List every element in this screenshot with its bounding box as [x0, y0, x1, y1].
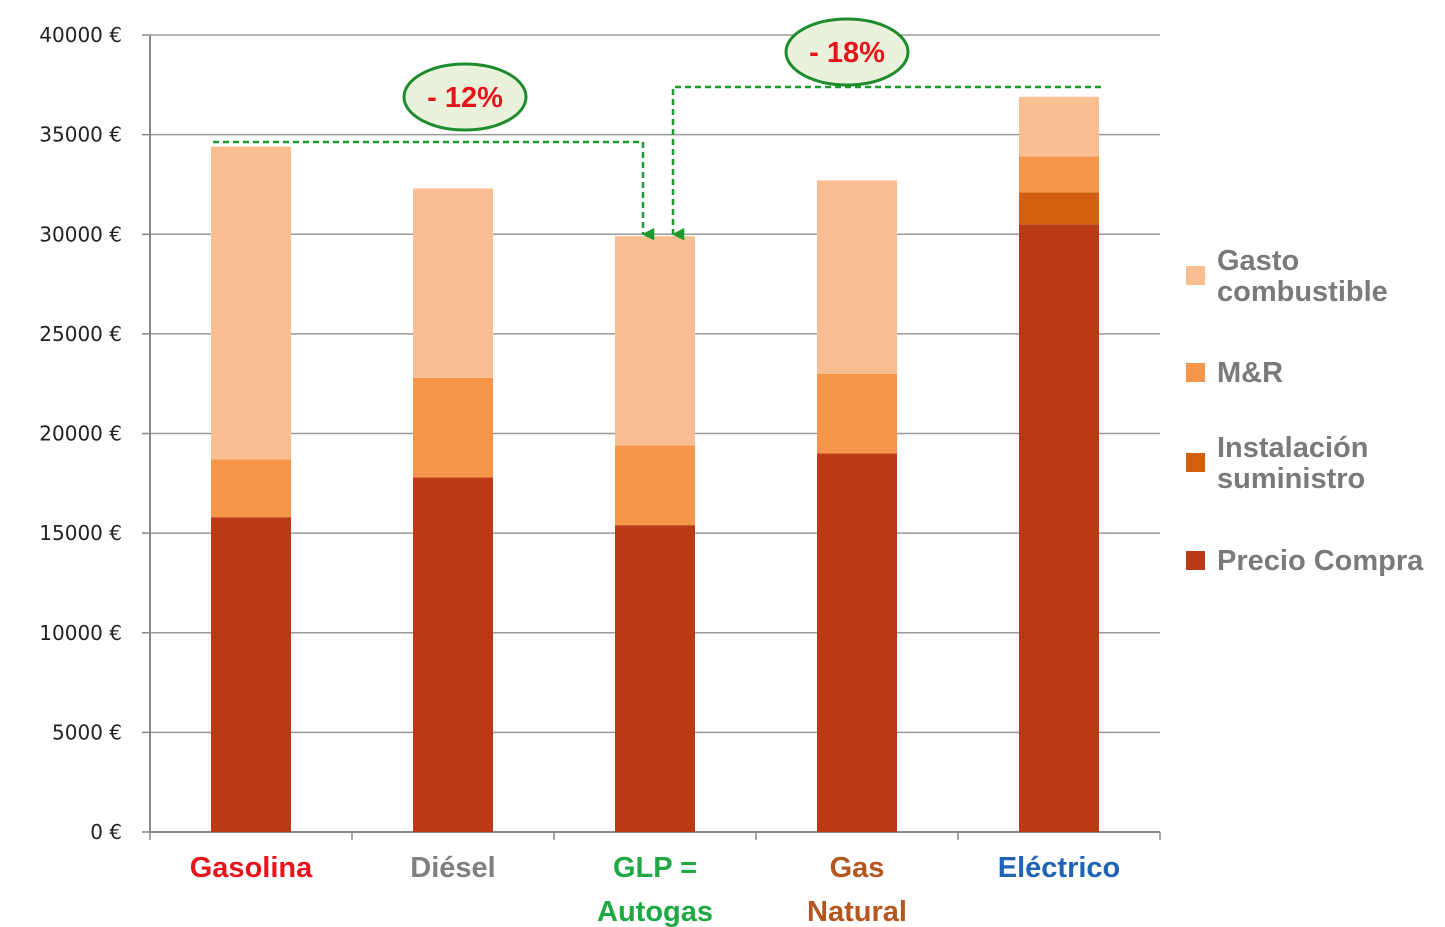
y-tick-label: 0 € — [90, 820, 122, 844]
bar-electrico-precio-compra — [1019, 224, 1099, 833]
bar-electrico-gasto-combustible — [1019, 96, 1099, 157]
y-tick-label: 40000 € — [39, 23, 122, 47]
bar-diesel-gasto-combustible — [413, 188, 493, 378]
bar-gas-natural-m-r — [817, 373, 897, 454]
annotation-label-1: - 12% — [427, 82, 503, 114]
bar-gasolina-m-r — [211, 459, 291, 518]
bar-glp-autogas-precio-compra — [615, 525, 695, 832]
legend-label-m-r: M&R — [1217, 357, 1283, 389]
bar-gas-natural-gasto-combustible — [817, 180, 897, 374]
legend-swatch-precio-compra — [1186, 551, 1205, 570]
legend-swatch-gasto-combustible — [1186, 266, 1205, 285]
x-axis: Gasolina Diésel GLP = Autogas Gas Natural Eléc… — [190, 852, 1121, 927]
y-tick-label: 15000 € — [39, 521, 122, 545]
annotation-arrow-2 — [671, 85, 1101, 241]
bars — [211, 96, 1099, 833]
bar-glp-autogas-gasto-combustible — [615, 236, 695, 446]
bar-electrico-instalacion-suministro — [1019, 192, 1099, 225]
bar-diesel-precio-compra — [413, 477, 493, 832]
annotation-badge-1 — [402, 62, 528, 132]
y-tick-label: 10000 € — [39, 621, 122, 645]
x-category-label-glp-autogas: GLP = Autogas — [597, 852, 713, 927]
bar-gas-natural-precio-compra — [817, 453, 897, 832]
legend-swatch-instalacion-suministro — [1186, 453, 1205, 472]
annotation-arrow-1 — [213, 140, 655, 241]
legend-label-gasto-combustible: Gasto combustible — [1217, 245, 1388, 308]
bar-glp-autogas-m-r — [615, 445, 695, 526]
x-category-label-electrico: Eléctrico — [998, 852, 1121, 884]
y-tick-label: 5000 € — [52, 720, 122, 744]
y-tick-label: 30000 € — [39, 222, 122, 246]
annotation-label-2: - 18% — [809, 37, 885, 69]
y-tick-label: 20000 € — [39, 422, 122, 446]
annotation-badge-2 — [784, 17, 910, 87]
y-axis: 0 € 5000 € 10000 € 15000 € 20000 € 25000 € 300… — [39, 23, 122, 844]
x-category-label-gasolina: Gasolina — [190, 852, 313, 884]
bar-electrico-m-r — [1019, 156, 1099, 193]
y-tick-label: 25000 € — [39, 322, 122, 346]
bar-gasolina-gasto-combustible — [211, 146, 291, 460]
legend-label-precio-compra: Precio Compra — [1217, 545, 1424, 577]
bar-gasolina-precio-compra — [211, 517, 291, 832]
legend-swatch-m-r — [1186, 363, 1205, 382]
x-category-label-gas-natural: Gas Natural — [807, 852, 907, 927]
annotations: - 12% - 18% — [213, 17, 1101, 241]
legend-label-instalacion-suministro: Instalación suministro — [1217, 432, 1369, 495]
bar-diesel-m-r — [413, 377, 493, 478]
x-category-label-diesel: Diésel — [410, 852, 495, 884]
y-tick-label: 35000 € — [39, 123, 122, 147]
legend: Gasto combustible M&R Instalación suministro… — [1186, 245, 1424, 577]
